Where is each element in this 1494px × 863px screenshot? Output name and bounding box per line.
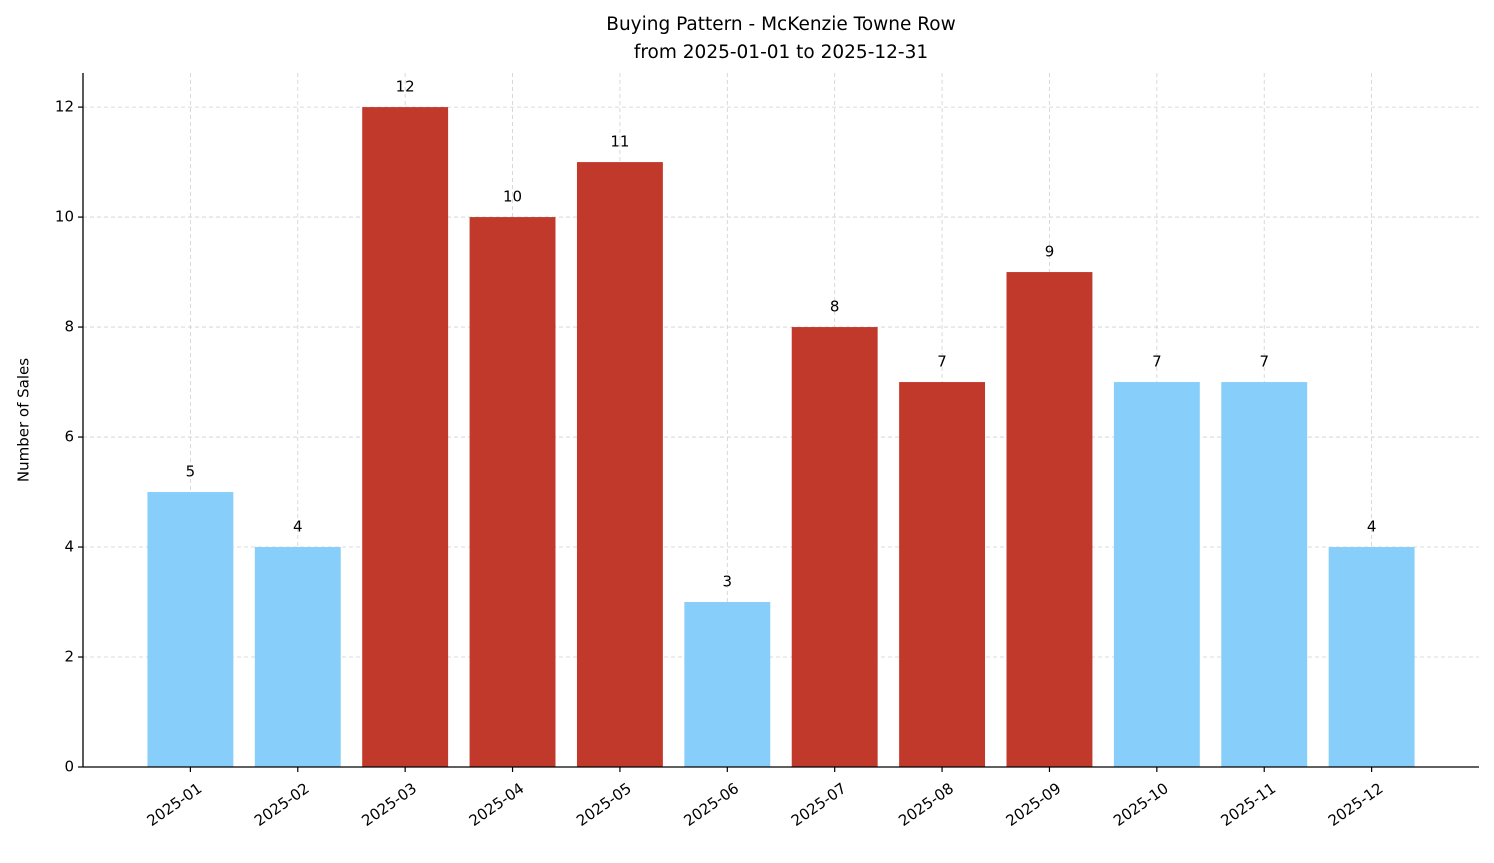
value-label: 7 — [937, 353, 947, 371]
bar — [899, 382, 986, 767]
x-tick-label: 2025-08 — [895, 779, 957, 830]
bar — [254, 547, 341, 767]
value-label: 7 — [1152, 353, 1162, 371]
bar — [362, 107, 449, 767]
x-tick-label: 2025-03 — [358, 779, 420, 830]
x-tick-label: 2025-06 — [681, 779, 743, 830]
value-label: 12 — [396, 78, 415, 96]
value-label: 3 — [723, 573, 733, 591]
x-tick-label: 2025-05 — [573, 779, 635, 830]
chart-subtitle: from 2025-01-01 to 2025-12-31 — [634, 42, 928, 63]
x-tick-label: 2025-01 — [144, 779, 206, 830]
value-label: 11 — [610, 133, 629, 151]
x-tick-label: 2025-09 — [1003, 779, 1065, 830]
value-label: 10 — [503, 188, 522, 206]
y-axis-label: Number of Sales — [15, 358, 33, 482]
bar — [791, 327, 878, 767]
x-tick-label: 2025-11 — [1217, 779, 1279, 830]
value-label: 4 — [1367, 518, 1377, 536]
x-tick-label: 2025-02 — [251, 779, 313, 830]
bar — [576, 162, 663, 767]
value-label: 9 — [1045, 243, 1055, 261]
bar — [147, 492, 234, 767]
y-tick-label: 8 — [64, 318, 74, 336]
bar — [469, 217, 556, 768]
x-tick-label: 2025-12 — [1325, 779, 1387, 830]
chart-title: Buying Pattern - McKenzie Towne Row — [606, 14, 955, 35]
value-label: 8 — [830, 298, 840, 316]
y-tick-label: 6 — [64, 428, 74, 446]
y-tick-label: 0 — [64, 758, 74, 776]
y-tick-label: 12 — [55, 98, 74, 116]
bar — [1113, 382, 1200, 767]
bar — [1221, 382, 1308, 767]
x-tick-label: 2025-10 — [1110, 779, 1172, 830]
bar — [684, 602, 771, 767]
y-tick-label: 10 — [55, 208, 74, 226]
x-tick-label: 2025-04 — [466, 779, 528, 830]
y-tick-label: 4 — [64, 538, 74, 556]
bar — [1006, 272, 1093, 767]
value-label: 5 — [186, 463, 196, 481]
y-tick-label: 2 — [64, 648, 74, 666]
value-label: 4 — [293, 518, 303, 536]
value-label: 7 — [1259, 353, 1269, 371]
x-tick-label: 2025-07 — [788, 779, 850, 830]
bar — [1328, 547, 1415, 767]
